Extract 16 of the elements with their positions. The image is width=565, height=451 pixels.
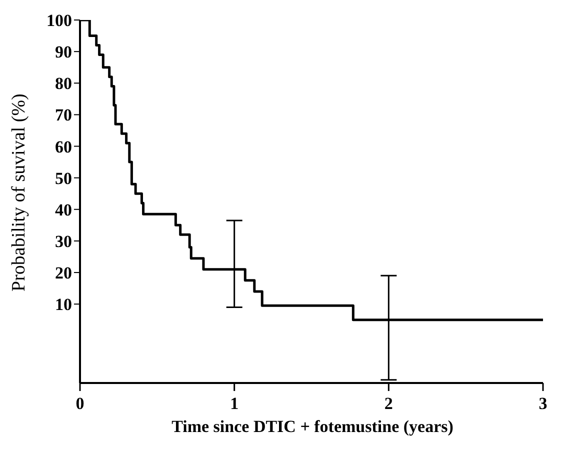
y-tick-label: 50	[55, 168, 72, 188]
x-tick-label: 2	[384, 394, 393, 413]
y-tick-label: 30	[55, 232, 72, 251]
y-tick-label: 70	[55, 106, 72, 125]
x-tick-label: 1	[230, 394, 239, 413]
y-tick-label: 80	[55, 74, 72, 94]
y-tick-label: 40	[55, 200, 72, 220]
y-tick-label: 90	[55, 42, 72, 62]
y-tick-label: 10	[55, 295, 72, 314]
x-tick-label: 0	[76, 394, 84, 413]
y-tick-label: 100	[46, 11, 72, 30]
x-tick-label: 3	[538, 394, 548, 413]
y-axis-title: Probability of suvival (%)	[8, 94, 30, 292]
y-tick-label: 20	[55, 264, 72, 283]
x-axis-title: Time since DTIC + fotemustine (years)	[170, 417, 454, 437]
y-tick-label: 60	[55, 137, 72, 156]
